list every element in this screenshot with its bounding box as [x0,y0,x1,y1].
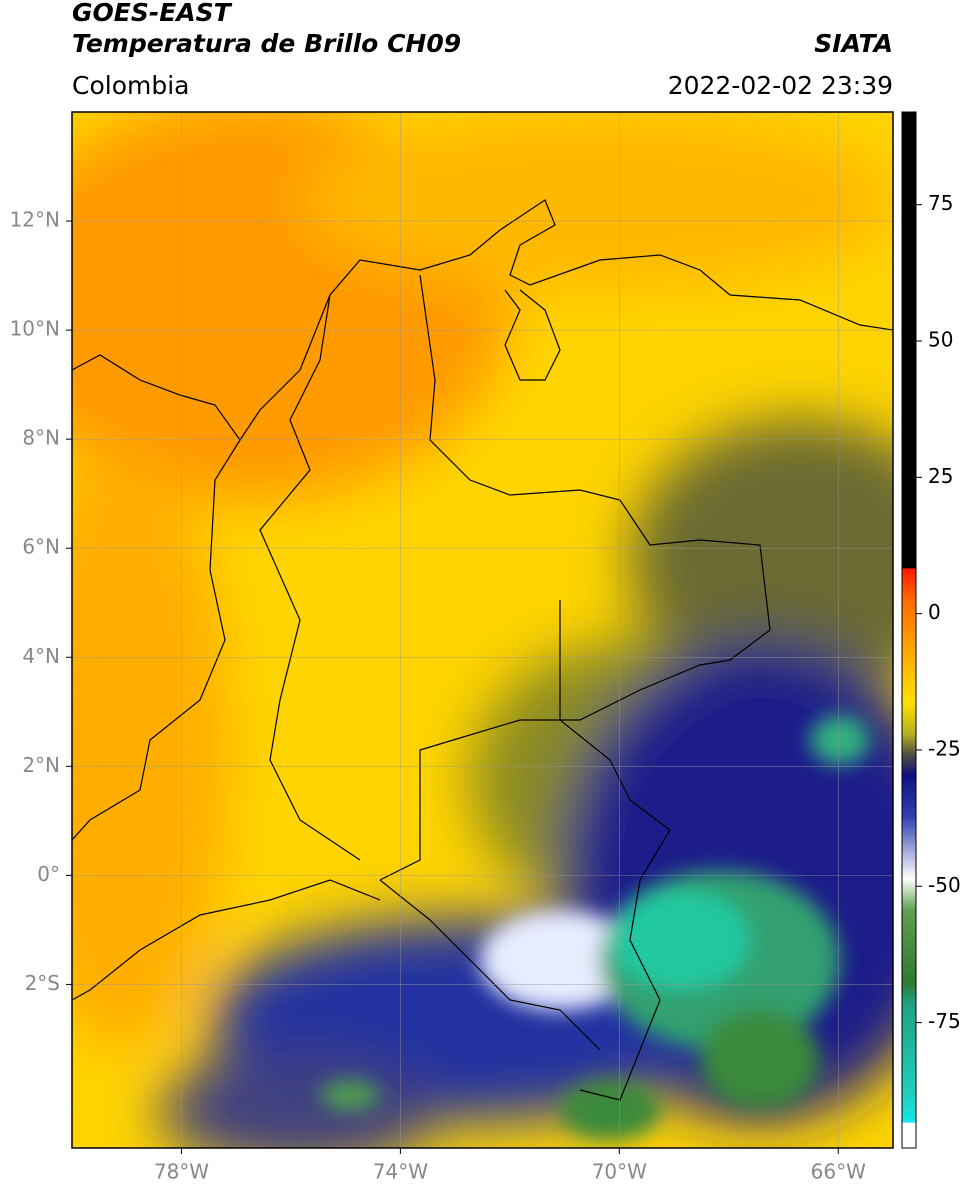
colorbar-ticks: 75 50 25 0 -25 -50 -75 [916,191,961,1033]
colorbar-tick-label: -75 [928,1009,961,1033]
colorbar-tick-label: -50 [928,873,961,897]
y-tick-label: 4°N [22,644,60,668]
colorbar-tick-label: -25 [928,736,961,760]
y-tick-label: 0° [37,862,60,886]
y-tick-label: 2°N [22,753,60,777]
map-frame [71,111,894,1149]
region: Colombia [72,71,189,100]
y-tick-label: 12°N [10,208,60,232]
source: SIATA [814,29,893,58]
x-tick-label: 70°W [592,1160,647,1184]
graticule: 78°W 74°W 70°W 66°W 12°N 10°N 8°N 6°N 4°N 2°N 0° 2°… [10,112,893,1184]
title: GOES-EAST [72,0,233,27]
x-tick-label: 74°W [373,1160,428,1184]
y-tick-label: 6°N [22,535,60,559]
colorbar-tick-label: 75 [928,191,953,215]
y-tick-label: 10°N [10,317,60,341]
colorbar [901,111,917,1149]
y-tick-label: 2°S [25,971,60,995]
x-tick-label: 78°W [154,1160,209,1184]
colorbar-tick-label: 50 [928,328,953,352]
x-tick-label: 66°W [811,1160,866,1184]
satellite-image [72,112,893,1148]
colorbar-tick-label: 25 [928,464,953,488]
colorbar-tick-label: 0 [928,600,941,624]
datetime: 2022-02-02 23:39 [668,71,893,100]
subtitle: Temperatura de Brillo CH09 [72,29,461,58]
coastline [72,199,893,1101]
y-tick-label: 8°N [22,426,60,450]
